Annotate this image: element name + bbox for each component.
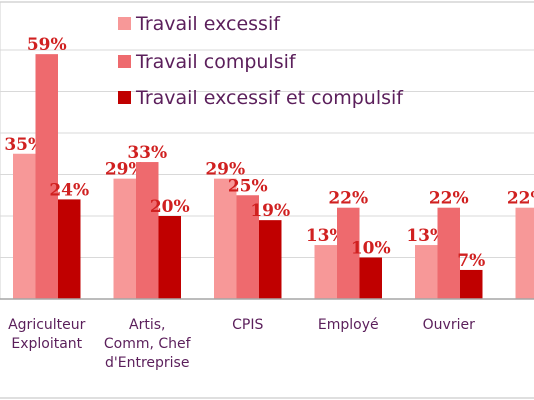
data-label: 29% (105, 160, 145, 180)
data-label: 59% (27, 35, 67, 55)
legend-label: Travail excessif (135, 13, 281, 35)
data-label: 13% (306, 226, 346, 246)
bar (460, 269, 483, 299)
data-label: 33% (127, 143, 167, 163)
data-label: 10% (351, 239, 391, 259)
category-label: d'Entreprise (105, 355, 189, 371)
bar (158, 216, 181, 299)
bar (136, 162, 159, 299)
legend-swatch (118, 17, 131, 30)
bar (35, 54, 58, 300)
category-label: Inter (533, 336, 534, 352)
data-label: 22% (429, 189, 469, 209)
bar (415, 245, 438, 299)
data-label: 29% (205, 160, 245, 180)
bar (113, 178, 136, 299)
category-label: Employé (318, 317, 379, 333)
category-label: Exploitant (11, 336, 82, 352)
category-label: Comm, Chef (104, 336, 192, 352)
data-label: 13% (406, 226, 446, 246)
category-label: Ouvrier (423, 317, 475, 333)
bar (236, 195, 259, 299)
legend-swatch (118, 55, 131, 68)
category-label: Agriculteur (8, 317, 86, 333)
data-label: 20% (150, 197, 190, 217)
bar (515, 207, 534, 299)
legend-swatch (118, 91, 131, 104)
bar (214, 178, 237, 299)
data-label: 25% (228, 176, 268, 196)
data-label: 24% (49, 180, 89, 200)
data-label: 19% (250, 201, 290, 221)
data-label: 22% (507, 189, 534, 209)
bar (359, 257, 382, 299)
bar (259, 220, 282, 299)
bar (337, 207, 360, 299)
category-label: CPIS (232, 317, 263, 333)
legend-label: Travail compulsif (135, 51, 297, 73)
bar (58, 199, 81, 299)
category-label: Artis, (129, 317, 165, 333)
bar (13, 153, 36, 299)
bar (437, 207, 460, 299)
bar (314, 245, 337, 299)
data-label: 22% (328, 189, 368, 209)
legend-label: Travail excessif et compulsif (135, 87, 404, 109)
data-label: 7% (457, 251, 485, 271)
data-label: 35% (4, 135, 44, 155)
